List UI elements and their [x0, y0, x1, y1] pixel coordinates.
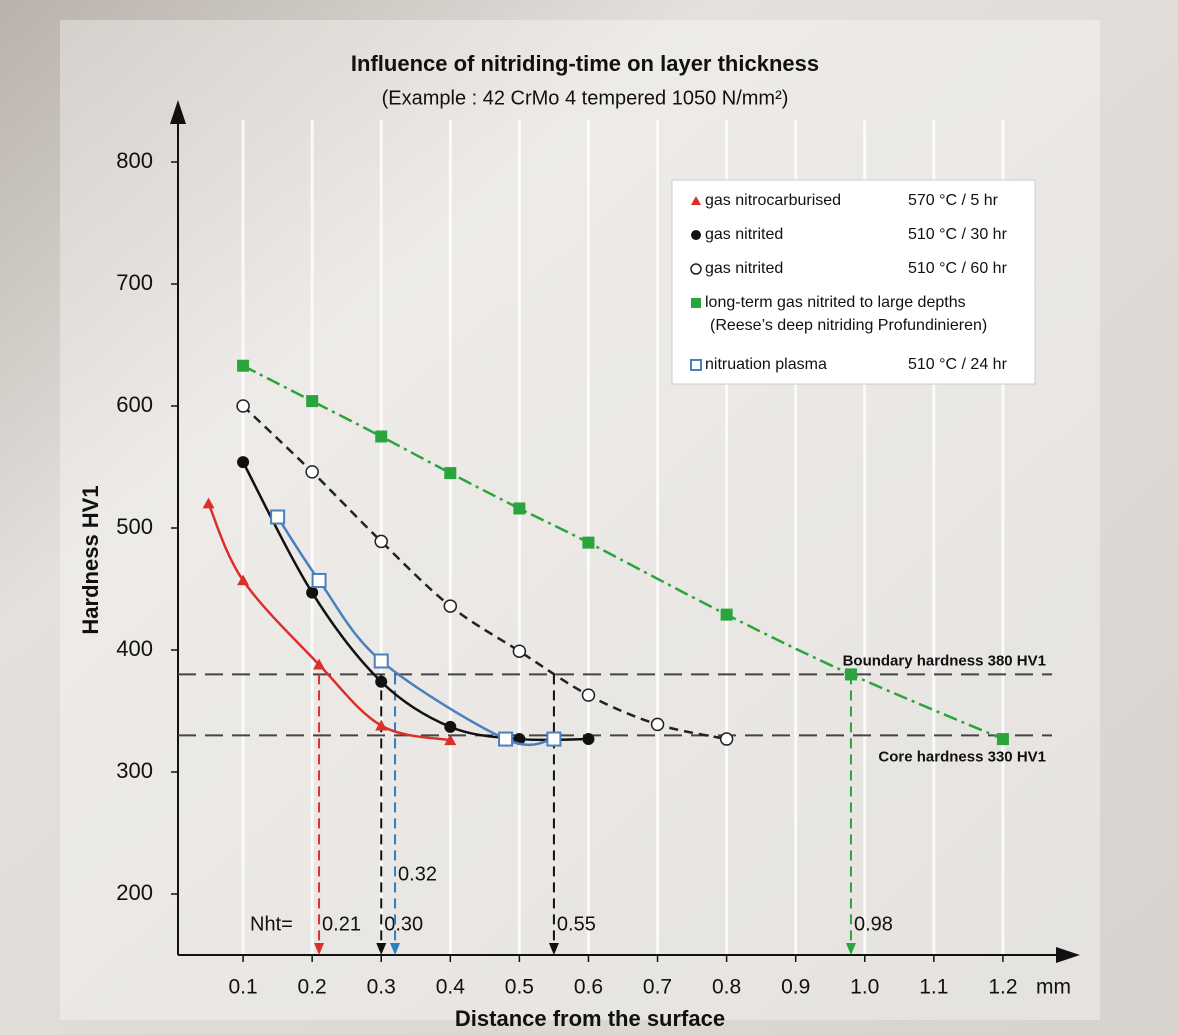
x-tick-label: 0.9 — [781, 976, 810, 999]
chart-subtitle: (Example : 42 CrMo 4 tempered 1050 N/mm²… — [382, 87, 789, 109]
marker — [375, 535, 387, 547]
marker — [444, 721, 456, 733]
drop-label: 0.21 — [322, 913, 361, 935]
legend-box — [672, 180, 1035, 384]
marker — [513, 645, 525, 657]
marker — [237, 360, 249, 372]
legend-note: (Reese’s deep nitriding Profundinieren) — [710, 317, 987, 334]
marker — [271, 511, 284, 524]
x-tick-label: 0.4 — [436, 976, 466, 999]
marker — [444, 467, 456, 479]
marker — [582, 537, 594, 549]
x-tick-label: 0.3 — [367, 976, 396, 999]
marker — [547, 733, 560, 746]
drop-lines-label: Nht= — [250, 913, 293, 935]
marker — [582, 733, 594, 745]
y-tick-label: 300 — [116, 758, 153, 783]
x-tick-label: 0.7 — [643, 976, 672, 999]
x-axis-label: Distance from the surface — [455, 1006, 725, 1031]
y-tick-label: 400 — [116, 636, 153, 661]
marker — [691, 360, 701, 370]
marker — [237, 456, 249, 468]
reference-label: Boundary hardness 380 HV1 — [843, 652, 1046, 669]
y-axis-label: Hardness HV1 — [78, 485, 103, 634]
reference-label: Core hardness 330 HV1 — [878, 748, 1046, 765]
marker — [375, 654, 388, 667]
x-tick-label: 0.6 — [574, 976, 603, 999]
marker — [444, 600, 456, 612]
marker — [237, 400, 249, 412]
x-tick-label: 1.1 — [919, 976, 948, 999]
x-unit: mm — [1036, 976, 1071, 999]
y-tick-label: 500 — [116, 514, 153, 539]
marker — [306, 587, 318, 599]
legend-label: gas nitrited — [705, 260, 783, 277]
y-tick-label: 600 — [116, 392, 153, 417]
marker — [582, 689, 594, 701]
legend-condition: 510 °C / 24 hr — [908, 356, 1008, 373]
legend-label: nitruation plasma — [705, 356, 827, 373]
marker — [721, 609, 733, 621]
marker — [306, 395, 318, 407]
legend-label: long-term gas nitrited to large depths — [705, 294, 966, 311]
x-tick-label: 0.1 — [228, 976, 257, 999]
x-tick-label: 0.8 — [712, 976, 741, 999]
marker — [997, 733, 1009, 745]
x-tick-label: 0.2 — [298, 976, 327, 999]
drop-label: 0.30 — [384, 913, 423, 935]
chart-title: Influence of nitriding-time on layer thi… — [351, 51, 819, 76]
marker — [721, 733, 733, 745]
legend-condition: 510 °C / 30 hr — [908, 226, 1008, 243]
marker — [306, 466, 318, 478]
y-tick-label: 800 — [116, 148, 153, 173]
x-tick-label: 1.2 — [988, 976, 1017, 999]
legend-label: gas nitrited — [705, 226, 783, 243]
y-tick-label: 200 — [116, 880, 153, 905]
x-tick-label: 0.5 — [505, 976, 534, 999]
marker — [652, 718, 664, 730]
page: Influence of nitriding-time on layer thi… — [0, 0, 1178, 1035]
legend: gas nitrocarburised 570 °C / 5 hr gas nitr… — [672, 180, 1035, 384]
marker — [375, 676, 387, 688]
drop-label: 0.55 — [557, 913, 596, 935]
marker — [375, 431, 387, 443]
legend-condition: 570 °C / 5 hr — [908, 192, 999, 209]
drop-label: 0.32 — [398, 863, 437, 885]
y-tick-label: 700 — [116, 270, 153, 295]
legend-label: gas nitrocarburised — [705, 192, 841, 209]
marker — [845, 668, 857, 680]
chart: Influence of nitriding-time on layer thi… — [0, 0, 1178, 1035]
marker — [691, 298, 701, 308]
marker — [313, 574, 326, 587]
marker — [499, 733, 512, 746]
drop-label: 0.98 — [854, 913, 893, 935]
marker — [513, 502, 525, 514]
marker — [691, 230, 701, 240]
legend-condition: 510 °C / 60 hr — [908, 260, 1008, 277]
marker — [691, 264, 701, 274]
x-tick-label: 1.0 — [850, 976, 879, 999]
